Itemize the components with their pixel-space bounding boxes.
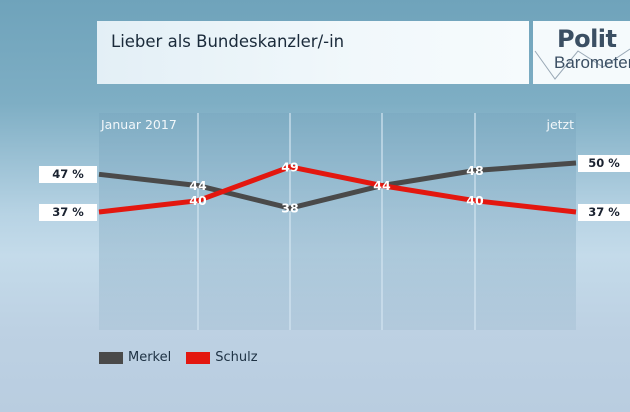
data-label-schulz: 49 <box>281 159 298 174</box>
series-line-merkel <box>98 160 577 211</box>
merkel-start-badge: 47 % <box>39 165 97 183</box>
series-line-schulz <box>98 164 577 215</box>
period-panel <box>475 113 576 330</box>
merkel-end-badge: 50 % <box>578 154 630 172</box>
data-label-merkel: 44 <box>373 178 391 193</box>
data-label-merkel: 44 <box>189 178 207 193</box>
politbarometer-logo: Polit Barometer <box>533 21 630 84</box>
data-label-merkel: 48 <box>466 163 483 178</box>
period-panel <box>290 113 382 330</box>
data-label-schulz: 40 <box>189 193 207 208</box>
period-panel <box>99 113 198 330</box>
legend-swatch-schulz <box>186 351 211 364</box>
schulz-end-badge: 37 % <box>578 203 630 221</box>
data-label-merkel: 38 <box>281 201 298 216</box>
data-label-schulz: 40 <box>466 193 484 208</box>
x-label-end: jetzt <box>545 117 574 132</box>
logo-checkmark-icon <box>534 48 630 80</box>
logo-polit-text: Polit <box>557 25 617 53</box>
legend-label-merkel: Merkel <box>128 350 172 365</box>
x-label-start: Januar 2017 <box>100 117 177 132</box>
legend-item-merkel: Merkel <box>99 350 171 365</box>
logo-barometer-text: Barometer <box>554 53 630 72</box>
chart-title: Lieber als Bundeskanzler/-in <box>111 32 345 51</box>
legend: Merkel Schulz <box>99 350 273 365</box>
legend-swatch-merkel <box>99 351 123 364</box>
period-panel <box>382 113 475 330</box>
legend-item-schulz: Schulz <box>186 350 258 365</box>
legend-label-schulz: Schulz <box>215 350 258 365</box>
schulz-start-badge: 37 % <box>39 203 97 221</box>
period-panel <box>198 113 290 330</box>
title-box: Lieber als Bundeskanzler/-in <box>97 21 529 84</box>
